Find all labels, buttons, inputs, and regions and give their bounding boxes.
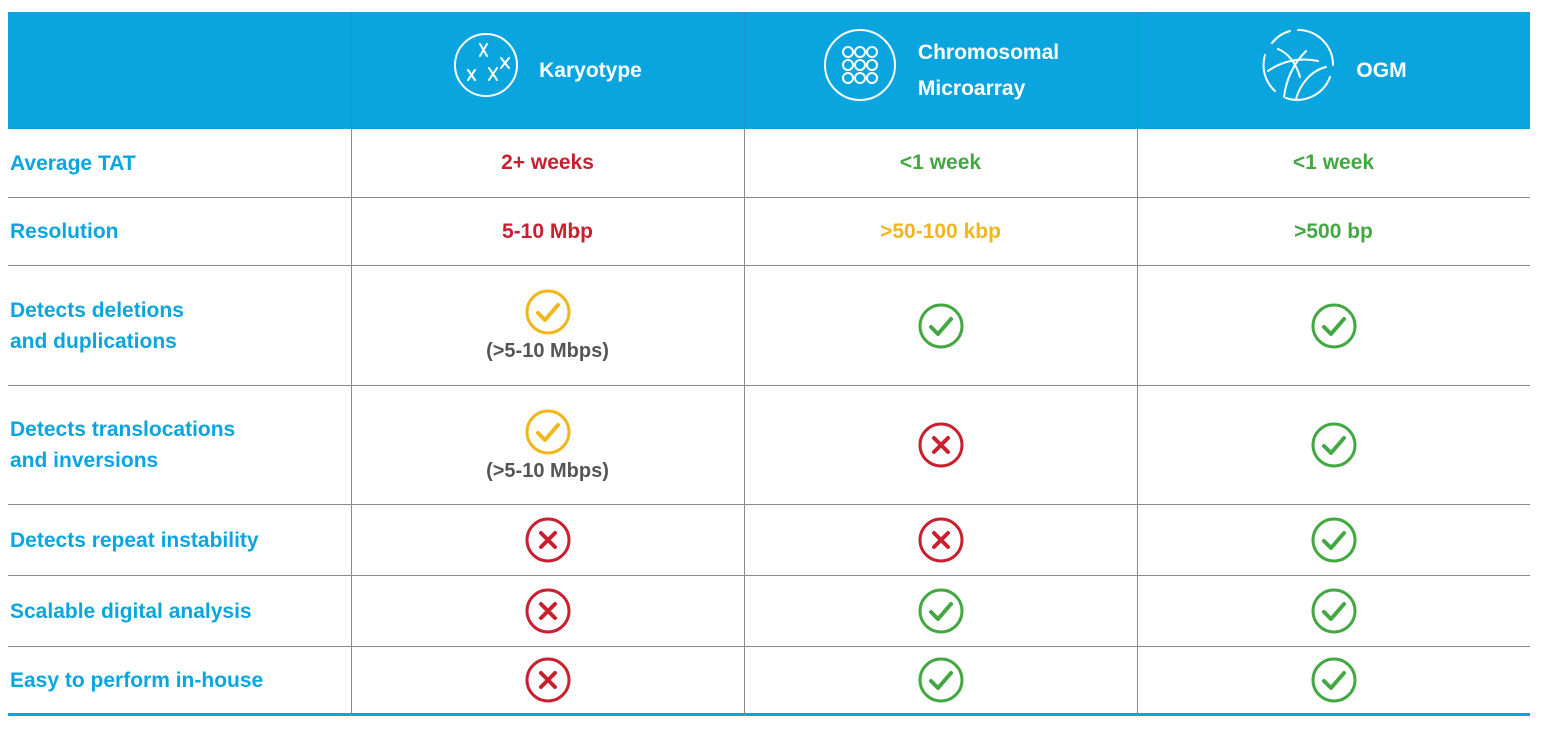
table-row: Average TAT 2+ weeks <1 week <1 week	[8, 129, 1530, 198]
cell-status: (>5-10 Mbps)	[351, 266, 744, 385]
cell-status	[351, 647, 744, 713]
genome-map-icon	[1260, 27, 1336, 115]
cell-value: >500 bp	[1137, 198, 1530, 265]
row-label: Detects repeat instability	[10, 528, 259, 552]
row-label: Resolution	[10, 220, 119, 243]
check-circle-icon	[524, 408, 572, 456]
cell-status	[1137, 266, 1530, 385]
cross-circle-icon	[917, 516, 965, 564]
cell-value-text: >50-100 kbp	[880, 219, 1001, 243]
cell-status	[351, 576, 744, 646]
cell-status: (>5-10 Mbps)	[351, 386, 744, 504]
cell-value-text: <1 week	[1292, 151, 1375, 174]
table-row: Easy to perform in-house	[8, 647, 1530, 716]
header-ogm: OGM	[1137, 12, 1530, 129]
table-row: Detects repeat instability	[8, 505, 1530, 576]
header-divider	[744, 12, 745, 129]
row-label: Scalable digital analysis	[10, 599, 252, 623]
cell-value: 2+ weeks	[351, 129, 744, 197]
table-row: Resolution 5-10 Mbp >50-100 kbp >500 bp	[8, 198, 1530, 266]
cell-note: (>5-10 Mbps)	[486, 459, 609, 482]
row-label: Average TAT	[10, 151, 136, 175]
cell-status	[1137, 647, 1530, 713]
check-circle-icon	[1310, 516, 1358, 564]
cell-value-text: 2+ weeks	[501, 151, 594, 174]
cell-value: <1 week	[1137, 129, 1530, 197]
table-row: Detects deletions and duplications (>5-10 …	[8, 266, 1530, 386]
check-circle-icon	[524, 288, 572, 336]
cell-value-text: >500 bp	[1294, 219, 1373, 243]
cross-circle-icon	[917, 421, 965, 469]
cross-circle-icon	[524, 587, 572, 635]
cell-status	[744, 266, 1137, 385]
check-circle-icon	[917, 302, 965, 350]
check-circle-icon	[1310, 302, 1358, 350]
header-label: Chromosomal Microarray	[917, 40, 1060, 100]
check-circle-icon	[1310, 656, 1358, 704]
header-karyotype: Karyotype	[351, 12, 744, 129]
column-divider	[351, 129, 352, 716]
cell-status	[744, 647, 1137, 713]
cell-status	[1137, 505, 1530, 575]
header-divider	[1137, 12, 1138, 129]
table-row: Scalable digital analysis	[8, 576, 1530, 647]
cross-circle-icon	[524, 656, 572, 704]
row-label: Detects deletions and duplications	[10, 298, 184, 353]
cell-value: 5-10 Mbp	[351, 198, 744, 265]
row-label: Easy to perform in-house	[10, 668, 264, 692]
column-divider	[1137, 129, 1138, 716]
microarray-icon	[822, 27, 898, 115]
table-header: Karyotype Chromosomal Microarray	[8, 12, 1530, 129]
cell-status	[351, 505, 744, 575]
cell-status	[1137, 386, 1530, 504]
cell-note: (>5-10 Mbps)	[486, 340, 609, 362]
header-label: Karyotype	[539, 58, 642, 82]
chromosome-icon	[453, 32, 519, 110]
header-label: OGM	[1356, 58, 1407, 82]
row-label: Detects translocations and inversions	[10, 418, 236, 472]
header-divider	[351, 12, 352, 129]
cell-status	[744, 576, 1137, 646]
check-circle-icon	[917, 587, 965, 635]
check-circle-icon	[1310, 587, 1358, 635]
cell-status	[744, 386, 1137, 504]
table-row: Detects translocations and inversions (>5-…	[8, 386, 1530, 505]
cell-value: >50-100 kbp	[744, 198, 1137, 265]
cell-value: <1 week	[744, 129, 1137, 197]
cross-circle-icon	[524, 516, 572, 564]
header-chromosomal-microarray: Chromosomal Microarray	[744, 12, 1137, 129]
cell-value-text: <1 week	[899, 151, 982, 174]
check-circle-icon	[1310, 421, 1358, 469]
cell-value-text: 5-10 Mbp	[501, 219, 593, 243]
column-divider	[744, 129, 745, 716]
cell-status	[1137, 576, 1530, 646]
cell-status	[744, 505, 1137, 575]
check-circle-icon	[917, 656, 965, 704]
